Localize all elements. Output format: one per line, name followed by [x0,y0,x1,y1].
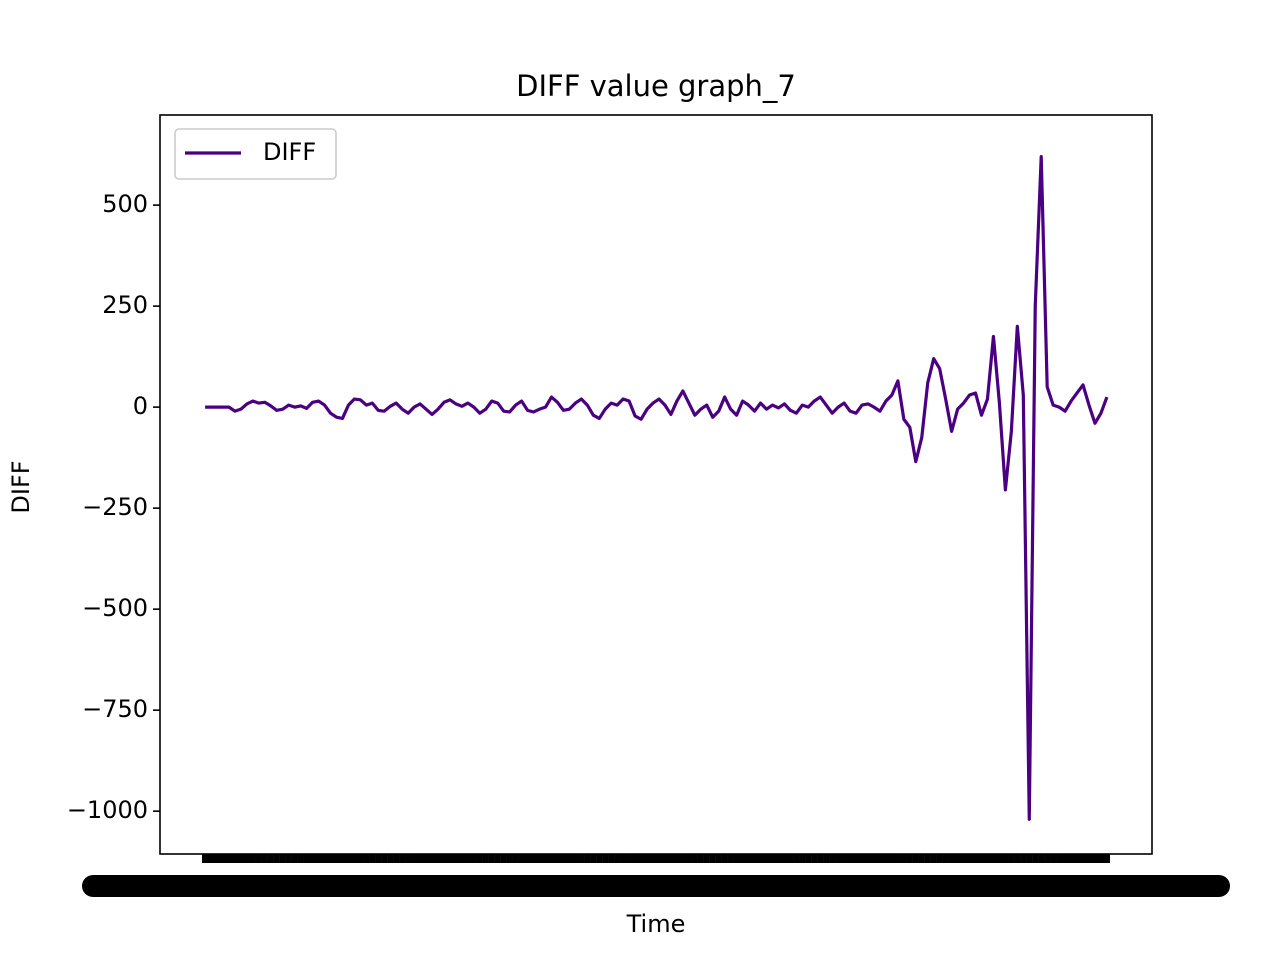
y-tick-label: 0 [133,392,148,420]
y-tick-label: 500 [102,190,148,218]
y-axis-label: DIFF [7,460,35,513]
y-tick-label: 250 [102,291,148,319]
legend-label: DIFF [263,138,316,166]
chart-title: DIFF value graph_7 [516,69,796,103]
y-tick-label: −500 [82,594,148,622]
x-tick-labels-overlapping [82,875,1230,897]
y-tick-label: −750 [82,695,148,723]
y-tick-label: −1000 [67,796,148,824]
legend-frame [174,128,337,180]
legend: DIFF [174,128,337,180]
plot-area: −1000 −750 −500 −250 0 250 500 DIFF [67,128,1111,863]
y-tick-label: −250 [82,493,148,521]
data-line [205,155,1109,821]
axes-frame [159,114,1153,855]
x-axis-label: Time [626,910,686,938]
